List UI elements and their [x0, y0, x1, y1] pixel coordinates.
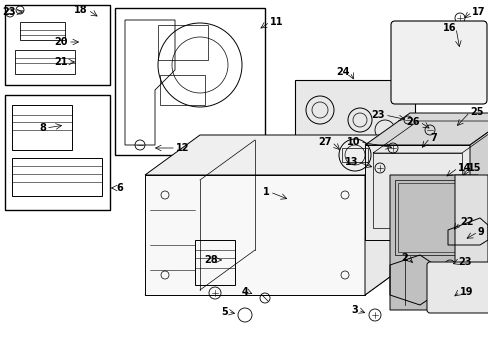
Text: 12: 12	[176, 143, 189, 153]
FancyBboxPatch shape	[426, 262, 488, 313]
FancyBboxPatch shape	[390, 21, 486, 104]
Text: 20: 20	[54, 37, 68, 47]
Bar	[160, 75, 204, 105]
Bar	[12, 105, 72, 150]
Bar	[341, 148, 367, 162]
Polygon shape	[364, 113, 488, 145]
Text: 1: 1	[263, 187, 269, 197]
Polygon shape	[294, 80, 414, 165]
Polygon shape	[389, 175, 477, 310]
Bar	[372, 153, 461, 228]
Text: 26: 26	[406, 117, 419, 127]
Bar	[158, 25, 207, 60]
Polygon shape	[469, 113, 488, 240]
Bar	[394, 180, 472, 255]
Polygon shape	[145, 255, 419, 295]
Polygon shape	[364, 208, 488, 240]
Bar	[15, 50, 75, 74]
Bar	[12, 158, 102, 196]
Polygon shape	[454, 175, 487, 280]
Text: 16: 16	[442, 23, 455, 33]
Text: 15: 15	[467, 163, 481, 173]
Text: 17: 17	[471, 7, 485, 17]
Text: 23: 23	[2, 7, 16, 17]
Bar	[397, 183, 469, 252]
Text: 18: 18	[74, 5, 88, 15]
Text: 23: 23	[371, 110, 384, 120]
Text: 11: 11	[269, 17, 283, 27]
Polygon shape	[364, 135, 419, 295]
Text: 9: 9	[477, 227, 484, 237]
Text: 13: 13	[344, 157, 357, 167]
Text: 14: 14	[457, 163, 470, 173]
Text: 5: 5	[221, 307, 227, 317]
Text: 7: 7	[429, 133, 436, 143]
Bar	[195, 240, 235, 285]
Polygon shape	[145, 175, 364, 295]
Text: 8: 8	[39, 123, 46, 133]
Polygon shape	[145, 135, 419, 175]
Text: 19: 19	[459, 287, 472, 297]
Text: 2: 2	[401, 253, 407, 263]
Text: 3: 3	[350, 305, 357, 315]
Text: 6: 6	[116, 183, 122, 193]
Bar	[20, 22, 65, 40]
Text: 27: 27	[318, 137, 331, 147]
Text: 21: 21	[54, 57, 68, 67]
Polygon shape	[364, 145, 469, 240]
Text: 22: 22	[459, 217, 472, 227]
Text: 28: 28	[204, 255, 218, 265]
Text: 10: 10	[346, 137, 359, 147]
Text: 23: 23	[457, 257, 470, 267]
Text: 24: 24	[336, 67, 349, 77]
Text: 25: 25	[469, 107, 483, 117]
Text: 4: 4	[241, 287, 247, 297]
